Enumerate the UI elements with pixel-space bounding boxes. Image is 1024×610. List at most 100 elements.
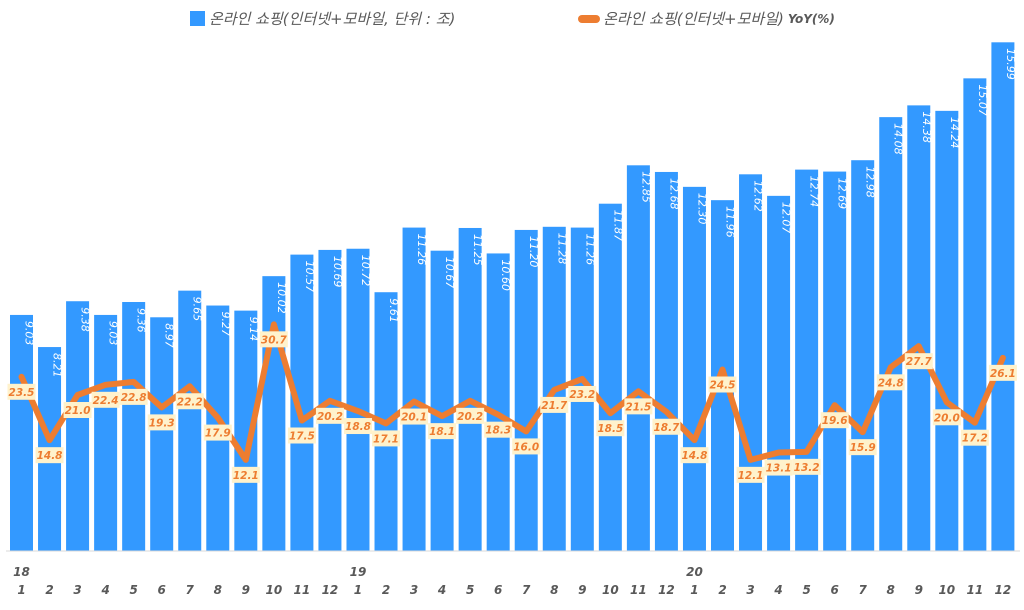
bar [290, 254, 314, 551]
x-tick-label: 1 [17, 583, 25, 597]
bar [963, 78, 987, 552]
x-tick-label: 9 [242, 583, 250, 597]
bar-value-label: 11.26 [583, 234, 596, 266]
legend-label-line-suffix: YoY(%) [787, 11, 835, 26]
yoy-label-box [764, 459, 793, 476]
bar [991, 42, 1015, 552]
bar-value-label: 11.87 [611, 210, 624, 242]
yoy-value-label: 20.0 [934, 412, 960, 424]
bar-value-label: 12.30 [695, 193, 708, 225]
x-tick-label: 7 [859, 583, 868, 597]
bar-value-label: 12.74 [808, 176, 821, 208]
yoy-label-box [259, 331, 288, 348]
legend: 온라인 쇼핑(인터넷+모바일, 단위 : 조) 온라인 쇼핑(인터넷+모바일) … [0, 8, 1024, 32]
bar-value-label: 9.03 [23, 321, 36, 346]
yoy-label-box [848, 439, 877, 456]
bar [626, 165, 650, 552]
yoy-label-box [624, 398, 653, 415]
yoy-value-label: 22.4 [93, 395, 119, 407]
yoy-label-box [876, 374, 905, 391]
bar-value-label: 11.25 [471, 234, 484, 266]
x-tick-label: 12 [322, 583, 339, 597]
yoy-label-box [932, 409, 961, 426]
x-tick-label: 2 [718, 583, 726, 597]
yoy-label-box [568, 385, 597, 402]
bar [823, 171, 847, 552]
legend-item-line: 온라인 쇼핑(인터넷+모바일) YoY(%) [578, 8, 835, 29]
x-tick-label: 6 [158, 583, 166, 597]
bar [346, 248, 370, 552]
x-tick-label: 3 [73, 583, 81, 597]
yoy-label-box [792, 458, 821, 475]
x-tick-label: 4 [773, 583, 782, 597]
bar-value-label: 9.61 [387, 298, 400, 323]
legend-label-line: 온라인 쇼핑(인터넷+모바일) [603, 10, 784, 28]
yoy-value-label: 17.1 [373, 433, 399, 445]
x-tick-label: 12 [658, 583, 675, 597]
yoy-line [18, 321, 1006, 463]
x-tick-label: 8 [887, 583, 895, 597]
yoy-value-label: 19.6 [822, 415, 848, 427]
bar-value-label: 12.69 [836, 178, 849, 210]
x-tick-label: 10 [938, 583, 955, 597]
bar-value-label: 9.27 [219, 312, 232, 337]
x-tick-label: 3 [746, 583, 754, 597]
yoy-label-box [428, 423, 457, 440]
yoy-label-box [91, 391, 120, 408]
x-tick-label: 10 [602, 583, 619, 597]
yoy-value-label: 20.2 [457, 411, 483, 423]
bar-value-label: 12.07 [780, 202, 793, 234]
yoy-value-label: 22.8 [121, 392, 147, 404]
yoy-label-box [35, 447, 64, 464]
yoy-label-box [315, 407, 344, 424]
x-tick-label: 10 [266, 583, 283, 597]
x-year-label: 18 [13, 565, 30, 579]
yoy-value-label: 21.7 [541, 400, 568, 412]
bar [402, 227, 426, 551]
yoy-label-box [988, 364, 1017, 381]
bar [262, 276, 286, 551]
yoy-label-box [512, 438, 541, 455]
bar-value-label: 12.68 [667, 178, 680, 210]
yoy-label-box [652, 418, 681, 435]
yoy-label-box [372, 430, 401, 447]
bar-value-label: 8.21 [51, 353, 64, 378]
yoy-value-label: 20.1 [401, 412, 427, 424]
yoy-label-box [203, 424, 232, 441]
x-tick-label: 6 [830, 583, 838, 597]
bar [178, 290, 202, 551]
yoy-value-label: 18.8 [345, 421, 371, 433]
yoy-value-label: 17.9 [205, 428, 231, 440]
yoy-label-box [596, 420, 625, 437]
x-year-label: 19 [350, 565, 367, 579]
x-tick-label: 2 [382, 583, 390, 597]
yoy-value-label: 27.7 [906, 356, 933, 368]
yoy-value-label: 18.1 [429, 426, 455, 438]
yoy-label-box [456, 407, 485, 424]
bar-value-label: 9.36 [135, 308, 148, 333]
yoy-label-box [736, 466, 765, 483]
bar [66, 301, 90, 551]
legend-swatch-bar [190, 11, 205, 26]
x-tick-label: 7 [186, 583, 195, 597]
yoy-value-label: 12.1 [233, 470, 259, 482]
bar-value-label: 11.20 [527, 236, 540, 268]
yoy-value-label: 13.1 [766, 463, 792, 475]
bar-value-label: 10.67 [443, 257, 456, 289]
bar-value-label: 8.97 [163, 323, 176, 348]
x-tick-label: 5 [802, 583, 810, 597]
bar-value-label: 14.24 [948, 117, 961, 149]
bar-value-label: 10.60 [499, 259, 512, 291]
yoy-label-box [904, 353, 933, 370]
yoy-value-label: 21.0 [65, 405, 91, 417]
yoy-value-label: 20.2 [317, 411, 343, 423]
bar [514, 229, 538, 551]
yoy-label-box [119, 388, 148, 405]
bar [682, 186, 706, 551]
bar [907, 105, 931, 552]
yoy-label-box [343, 418, 372, 435]
yoy-label-box [960, 429, 989, 446]
bar [598, 203, 622, 552]
x-tick-label: 11 [294, 583, 311, 597]
yoy-label-box [820, 412, 849, 429]
